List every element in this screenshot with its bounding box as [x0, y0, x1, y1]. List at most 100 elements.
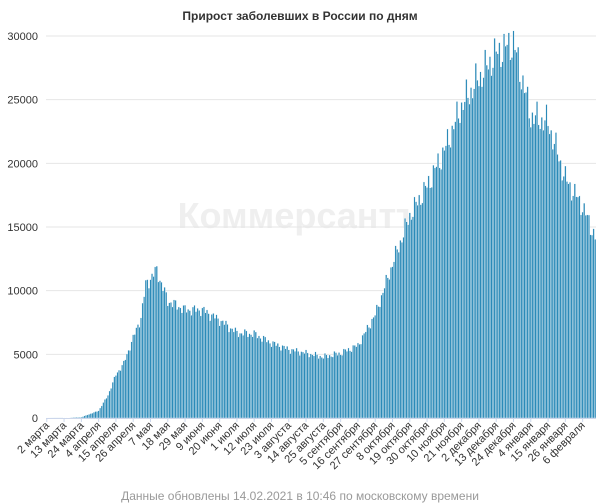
bar — [254, 331, 257, 419]
bar — [166, 305, 169, 419]
bar — [375, 304, 378, 419]
bar — [195, 311, 198, 419]
bar — [372, 317, 375, 419]
bar — [265, 341, 268, 419]
bar — [223, 324, 226, 419]
bar — [526, 86, 529, 419]
bar — [102, 402, 105, 419]
bar — [140, 317, 143, 419]
bar — [576, 196, 579, 419]
bar — [235, 330, 238, 419]
bar — [250, 334, 253, 419]
bar — [562, 176, 565, 419]
bar — [400, 242, 403, 419]
bar — [165, 291, 168, 419]
bar — [110, 388, 113, 419]
bar — [449, 147, 452, 419]
bar — [198, 310, 201, 419]
bar — [312, 355, 315, 419]
bar — [424, 185, 427, 419]
bar — [316, 354, 319, 419]
bar — [386, 277, 389, 419]
bar — [446, 128, 449, 419]
bar — [584, 215, 587, 419]
bar — [141, 302, 144, 419]
bar — [290, 348, 293, 419]
bar — [465, 79, 468, 419]
bar — [325, 354, 328, 419]
bar — [306, 352, 309, 419]
bar — [196, 308, 199, 419]
bar — [294, 350, 297, 419]
bar — [228, 331, 231, 419]
bar — [540, 117, 543, 419]
bar — [573, 183, 576, 419]
bar — [287, 349, 290, 419]
bar — [278, 346, 281, 419]
bar — [408, 212, 411, 419]
bar — [327, 357, 330, 419]
bar — [518, 81, 521, 419]
bar — [374, 315, 377, 419]
bar — [504, 45, 507, 419]
bar — [393, 261, 396, 419]
bar — [432, 164, 435, 419]
bar — [237, 336, 240, 419]
bar — [168, 302, 171, 419]
bar — [589, 234, 592, 419]
bar — [213, 318, 216, 419]
bar — [352, 344, 355, 419]
y-tick-label: 15000 — [7, 222, 38, 234]
bar — [173, 299, 176, 419]
bar — [92, 412, 95, 419]
bar — [451, 125, 454, 419]
bar — [80, 416, 83, 419]
bar — [143, 296, 146, 419]
bar — [388, 279, 391, 419]
watermark-text: Коммерсантъ — [178, 195, 423, 236]
bar — [125, 353, 128, 419]
bar — [86, 414, 89, 419]
bar — [103, 399, 106, 419]
bar — [529, 126, 532, 419]
bar — [575, 196, 578, 419]
bar — [468, 103, 471, 419]
bar — [108, 390, 111, 419]
bar — [364, 331, 367, 419]
bar — [422, 181, 425, 419]
bar — [528, 117, 531, 419]
bar — [226, 324, 229, 419]
bar — [77, 417, 80, 419]
bar — [158, 280, 161, 419]
bar — [319, 355, 322, 419]
bar — [136, 324, 139, 419]
bar — [270, 346, 273, 419]
bar — [224, 320, 227, 419]
bar — [94, 411, 97, 419]
bar — [416, 204, 419, 419]
bar — [496, 53, 499, 419]
bar — [207, 313, 210, 419]
bar — [580, 214, 583, 419]
bar — [448, 144, 451, 419]
y-tick-label: 10000 — [7, 286, 38, 298]
bar — [284, 348, 287, 419]
bar — [495, 51, 498, 419]
bar — [182, 305, 185, 419]
y-tick-label: 20000 — [7, 158, 38, 170]
bar — [279, 350, 282, 419]
bar — [336, 355, 339, 419]
bar — [389, 267, 392, 419]
bar — [493, 38, 496, 419]
bar — [147, 287, 150, 419]
bar — [286, 346, 289, 419]
bar — [129, 350, 132, 419]
bar — [314, 351, 317, 419]
bar — [121, 364, 124, 419]
bar — [298, 355, 301, 419]
bar — [118, 369, 121, 419]
bar — [268, 343, 271, 419]
bar — [396, 249, 399, 419]
bar — [399, 240, 402, 419]
bar — [473, 88, 476, 419]
